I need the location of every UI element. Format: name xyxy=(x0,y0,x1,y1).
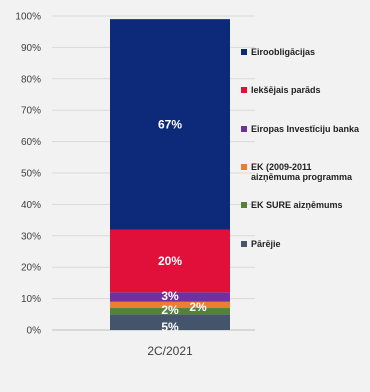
legend-label: Eiropas Investīciju banka xyxy=(251,124,360,134)
y-tick-label: 10% xyxy=(21,294,41,305)
legend-label-line2: aizņēmuma programma xyxy=(251,172,353,182)
legend-swatch xyxy=(241,164,247,170)
y-tick-label: 70% xyxy=(21,106,41,117)
y-tick-label: 40% xyxy=(21,200,41,211)
bar-segment xyxy=(110,301,230,309)
bar-segment xyxy=(110,292,230,302)
legend-swatch xyxy=(241,49,247,55)
legend-swatch xyxy=(241,202,247,208)
y-tick-label: 50% xyxy=(21,169,41,180)
data-label: 5% xyxy=(161,320,179,334)
legend-label: EK SURE aizņēmums xyxy=(251,200,343,210)
data-label: 2% xyxy=(161,303,179,317)
data-labels: 5%2%2%3%20%67% xyxy=(158,117,207,334)
data-label: 2% xyxy=(189,300,207,314)
y-tick-label: 90% xyxy=(21,43,41,54)
y-tick-label: 60% xyxy=(21,137,41,148)
bar-segment xyxy=(110,19,230,230)
legend-label: Eiroobligācijas xyxy=(251,47,315,57)
legend-swatch xyxy=(241,126,247,132)
bar-segment xyxy=(110,314,230,330)
x-category-label: 2C/2021 xyxy=(147,344,193,358)
y-tick-label: 30% xyxy=(21,231,41,242)
y-tick-label: 100% xyxy=(15,12,41,23)
legend-label: Pārējie xyxy=(251,239,281,249)
y-tick-label: 20% xyxy=(21,263,41,274)
y-tick-label: 80% xyxy=(21,74,41,85)
y-axis-ticks: 0% 10% 20% 30% 40% 50% 60% 70% 80% 90% 100% xyxy=(15,12,41,337)
y-tick-label: 0% xyxy=(27,326,42,337)
bars xyxy=(110,19,230,330)
bar-segment xyxy=(110,308,230,315)
legend-swatch xyxy=(241,241,247,247)
legend-label: Iekšējais parāds xyxy=(251,85,321,95)
x-axis-categories: 2C/2021 xyxy=(147,344,193,358)
data-label: 67% xyxy=(158,117,182,131)
data-label: 3% xyxy=(161,289,179,303)
legend-swatch xyxy=(241,87,247,93)
legend: Eiroobligācijas Iekšējais parāds Eiropas I… xyxy=(241,47,360,249)
legend-label: EK (2009-2011 xyxy=(251,162,312,172)
bar-segment xyxy=(110,229,230,293)
data-label: 20% xyxy=(158,254,182,268)
